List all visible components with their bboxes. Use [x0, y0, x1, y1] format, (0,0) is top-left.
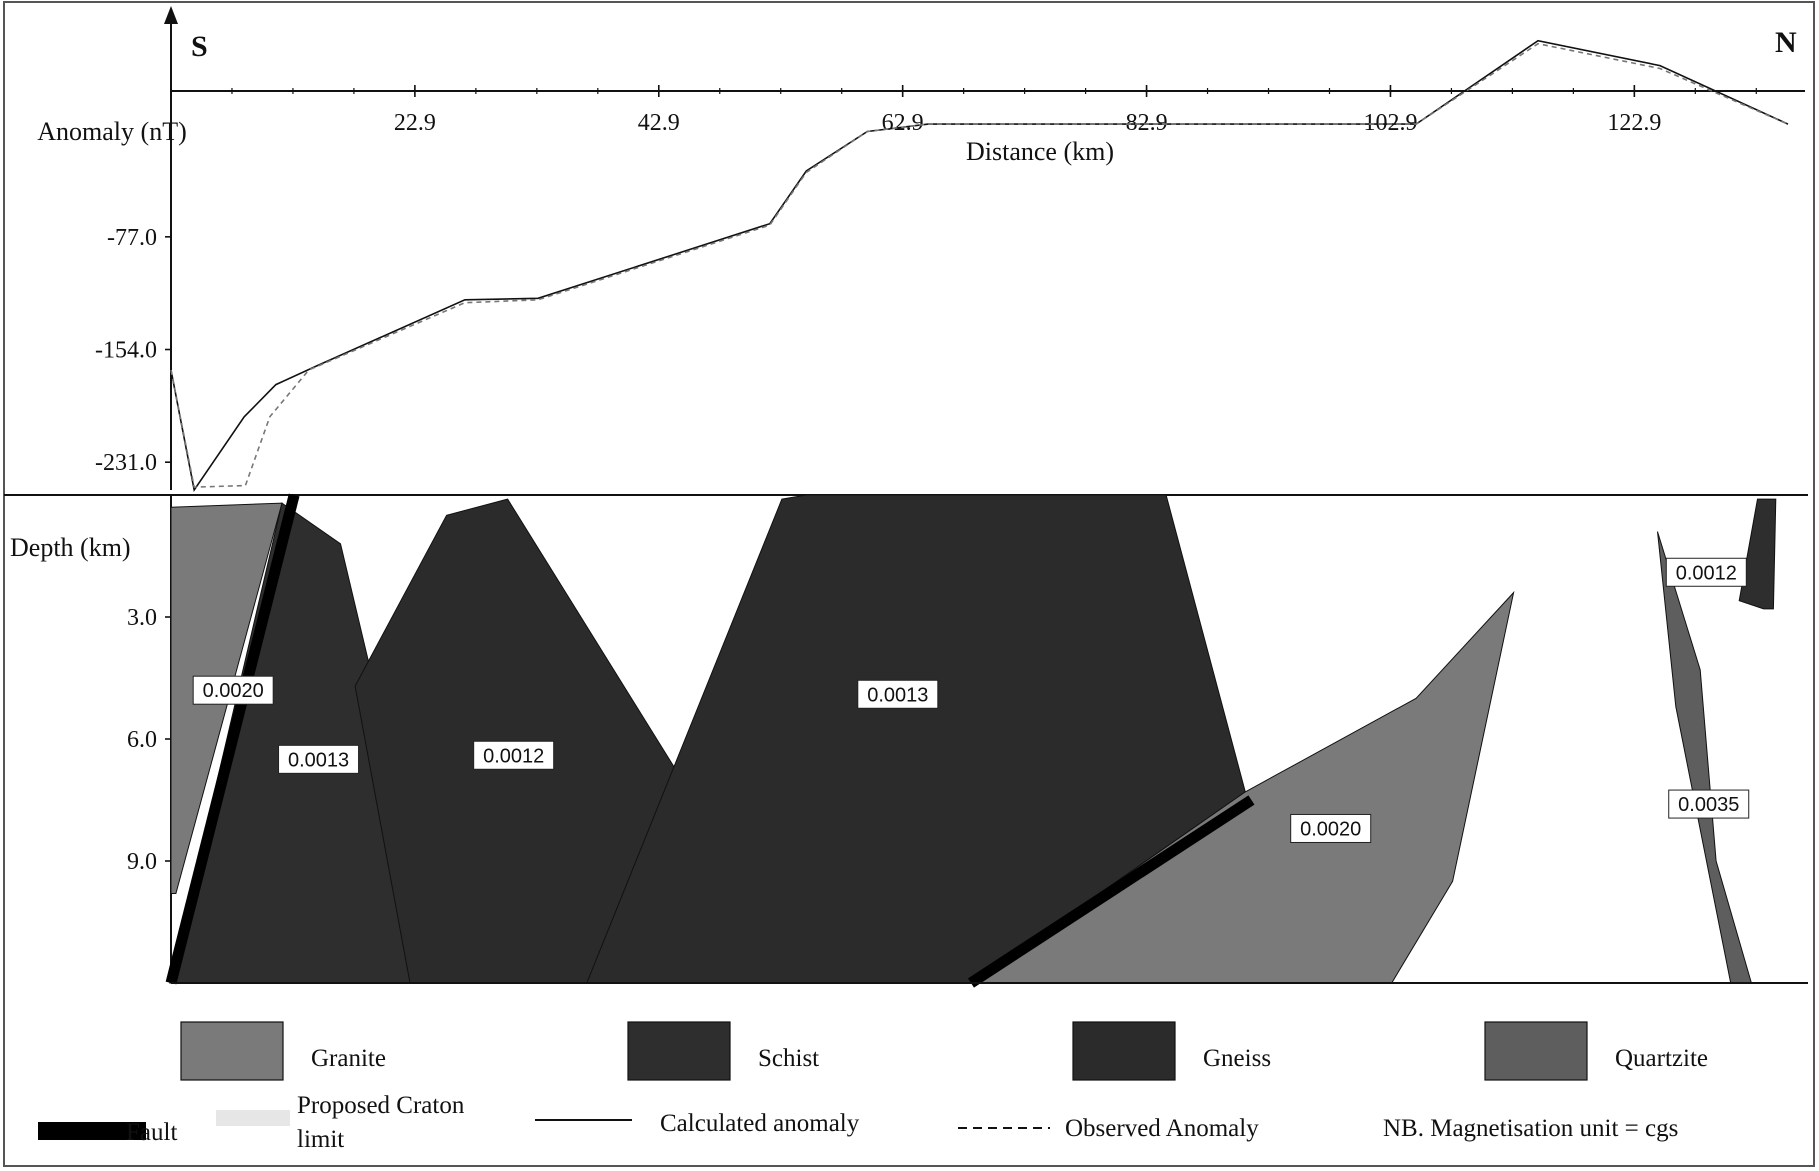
distance-axis-title: Distance (km): [966, 137, 1114, 166]
anomaly-tick-label: -77.0: [107, 225, 157, 251]
magnetisation-label-box: [278, 744, 360, 774]
magnetisation-label: 0.0020: [203, 680, 264, 702]
legend-swatch-quartzite: [1484, 1021, 1588, 1081]
distance-tick-label: 62.9: [882, 110, 924, 136]
distance-tick-label: 22.9: [394, 110, 436, 136]
magnetisation-label: 0.0013: [288, 749, 349, 771]
legend-label-gneiss: Gneiss: [1203, 1045, 1271, 1072]
magnetisation-label-box: [192, 675, 274, 705]
distance-tick-label: 122.9: [1607, 110, 1661, 136]
anomaly-tick-label: -154.0: [95, 338, 157, 364]
legend-swatch-schist: [627, 1021, 731, 1081]
fault-line: [967, 795, 1255, 988]
magnetisation-label: 0.0013: [867, 684, 928, 706]
legend-note: NB. Magnetisation unit = cgs: [1383, 1115, 1678, 1142]
magnetisation-label-box: [1290, 813, 1372, 843]
legend-craton-line-1: Proposed Craton: [297, 1092, 465, 1119]
depth-tick-label: 6.0: [127, 727, 157, 753]
anomaly-axis-title: Anomaly (nT): [37, 117, 186, 146]
south-label: S: [191, 30, 208, 63]
magnetisation-label-box: [1665, 557, 1747, 587]
legend-craton-swatch: [216, 1110, 290, 1126]
legend-label-granite: Granite: [311, 1045, 386, 1072]
model-faults: [165, 493, 1255, 988]
legend-craton-line-2: limit: [297, 1126, 344, 1153]
legend-label-schist: Schist: [758, 1045, 819, 1072]
legend-craton-label: Proposed Craton limit: [297, 1092, 471, 1153]
anomaly-panel: 22.9 42.9 62.9 82.9 102.9 122.9 -77.0 -154.0 -2…: [37, 6, 1805, 493]
depth-axis-title: Depth (km): [10, 533, 131, 562]
magnetisation-label: 0.0035: [1678, 794, 1739, 816]
rock-legend: Granite Schist Gneiss Quartzite: [180, 1021, 1708, 1081]
depth-tick-label: 9.0: [127, 849, 157, 875]
depth-tick-label: 3.0: [127, 605, 157, 631]
magnetisation-label-box: [473, 740, 555, 770]
magnetisation-label: 0.0012: [483, 745, 544, 767]
distance-tick-label: 42.9: [638, 110, 680, 136]
anomaly-tick-label: -231.0: [95, 450, 157, 476]
distance-tick-label: 82.9: [1126, 110, 1168, 136]
depth-ticks: 3.0 6.0 9.0: [127, 605, 171, 875]
north-label: N: [1775, 26, 1797, 59]
legend-fault-label: Fault: [126, 1119, 177, 1146]
legend-swatch-gneiss: [1072, 1021, 1176, 1081]
legend-calculated-label: Calculated anomaly: [660, 1110, 860, 1137]
anomaly-ticks: -77.0 -154.0 -231.0: [95, 225, 171, 476]
y-axis-arrow: [164, 6, 178, 24]
distance-ticks: 22.9 42.9 62.9 82.9 102.9 122.9: [170, 85, 1757, 136]
magnetisation-label: 0.0012: [1676, 562, 1737, 584]
model-bodies: [169, 494, 1777, 984]
magnetisation-label: 0.0020: [1300, 818, 1361, 840]
distance-tick-label: 102.9: [1363, 110, 1417, 136]
magnetisation-label-box: [1668, 789, 1750, 819]
legend-fault-swatch: [38, 1122, 146, 1140]
observed-anomaly-line: [170, 42, 1789, 488]
legend-swatch-granite: [180, 1021, 284, 1081]
model-panel: 0.0020 0.0013 0.0012 0.0013 0.0020 0.0035 0.00…: [10, 493, 1808, 988]
legend-label-quartzite: Quartzite: [1615, 1045, 1708, 1072]
fault-line: [165, 493, 300, 985]
magnetisation-labels: 0.0020 0.0013 0.0012 0.0013 0.0020 0.0035 0.00…: [192, 557, 1750, 843]
legend: Granite Schist Gneiss Quartzite Fault Propo…: [38, 1021, 1708, 1153]
legend-observed-label: Observed Anomaly: [1065, 1115, 1259, 1142]
magnetisation-label-box: [857, 679, 939, 709]
